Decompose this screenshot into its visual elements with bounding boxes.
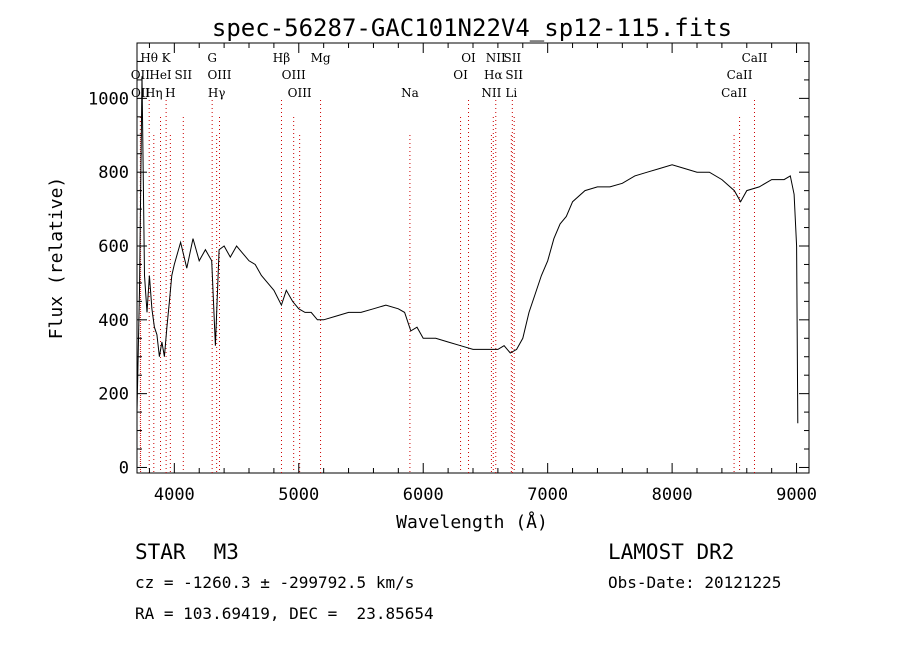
- ra-dec-coordinates: RA = 103.69419, DEC = 23.85654: [135, 604, 434, 623]
- line-marker-label: Hθ: [140, 51, 158, 65]
- line-marker-label: OIII: [207, 68, 231, 82]
- line-marker-label: OII: [131, 86, 151, 100]
- y-axis-label: Flux (relative): [46, 177, 67, 340]
- line-marker-label: NII: [481, 86, 501, 100]
- y-tick-label: 600: [98, 237, 129, 257]
- object-class: STAR: [135, 540, 186, 564]
- line-marker-lines: [139, 100, 755, 473]
- line-marker-label: SII: [174, 68, 192, 82]
- spectrum-chart: spec-56287-GAC101N22V4_sp12-115.fits Hθ K…: [46, 14, 817, 533]
- line-marker-label: K: [162, 51, 172, 65]
- line-marker-label: Hβ: [273, 51, 290, 65]
- line-marker-label: Mg: [311, 51, 331, 65]
- line-marker-label: OI: [453, 68, 468, 82]
- x-tick-label: 4000: [154, 485, 195, 505]
- x-tick-label: 8000: [652, 485, 693, 505]
- y-tick-label: 400: [98, 311, 129, 331]
- line-marker-label: CaII: [727, 68, 753, 82]
- line-marker-label: SII: [505, 68, 523, 82]
- y-axis-ticks: 0 200 400 600 800 1000: [88, 60, 809, 478]
- line-marker-label: CaII: [742, 51, 768, 65]
- survey-name: LAMOST DR2: [608, 540, 735, 564]
- line-marker-label: OIII: [288, 86, 312, 100]
- line-marker-label: Na: [401, 86, 419, 100]
- line-marker-label: CaII: [721, 86, 747, 100]
- x-axis-label: Wavelength (Å): [396, 511, 548, 533]
- x-axis-ticks: 4000 5000 6000 7000 8000 9000: [148, 43, 817, 505]
- line-marker-label: G: [207, 51, 217, 65]
- line-marker-label: H: [165, 86, 175, 100]
- x-tick-label: 9000: [776, 485, 817, 505]
- object-class-row: STAR M3: [135, 540, 239, 564]
- line-marker-label: OIII: [282, 68, 306, 82]
- y-tick-label: 0: [119, 458, 129, 478]
- spectrum-line: [136, 76, 799, 424]
- line-marker-label: SII: [503, 51, 521, 65]
- line-marker-label: Hη: [145, 86, 163, 100]
- line-marker-label: OI: [461, 51, 476, 65]
- line-marker-label: HeI: [149, 68, 172, 82]
- chart-title: spec-56287-GAC101N22V4_sp12-115.fits: [212, 14, 732, 42]
- object-subclass: M3: [213, 540, 239, 564]
- x-tick-label: 5000: [278, 485, 319, 505]
- line-marker-label: Li: [505, 86, 517, 100]
- x-tick-label: 7000: [527, 485, 568, 505]
- line-marker-label: OII: [131, 68, 151, 82]
- line-marker-label: NII: [486, 51, 506, 65]
- y-tick-label: 1000: [88, 89, 129, 109]
- x-tick-label: 6000: [403, 485, 444, 505]
- plot-frame: [136, 42, 810, 474]
- observation-date: Obs-Date: 20121225: [608, 573, 782, 592]
- y-tick-label: 800: [98, 163, 129, 183]
- redshift-cz: cz = -1260.3 ± -299792.5 km/s: [135, 573, 415, 592]
- line-marker-label: Hγ: [208, 86, 226, 100]
- y-tick-label: 200: [98, 385, 129, 405]
- line-marker-label: Hα: [484, 68, 503, 82]
